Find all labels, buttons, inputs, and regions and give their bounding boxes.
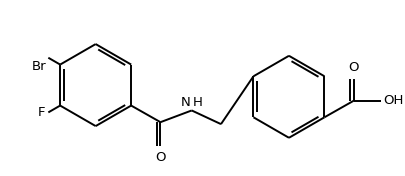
Text: N: N [181,96,191,109]
Text: Br: Br [32,60,46,73]
Text: H: H [193,96,202,109]
Text: OH: OH [383,94,403,107]
Text: O: O [348,61,359,74]
Text: F: F [38,106,45,119]
Text: O: O [155,152,166,164]
